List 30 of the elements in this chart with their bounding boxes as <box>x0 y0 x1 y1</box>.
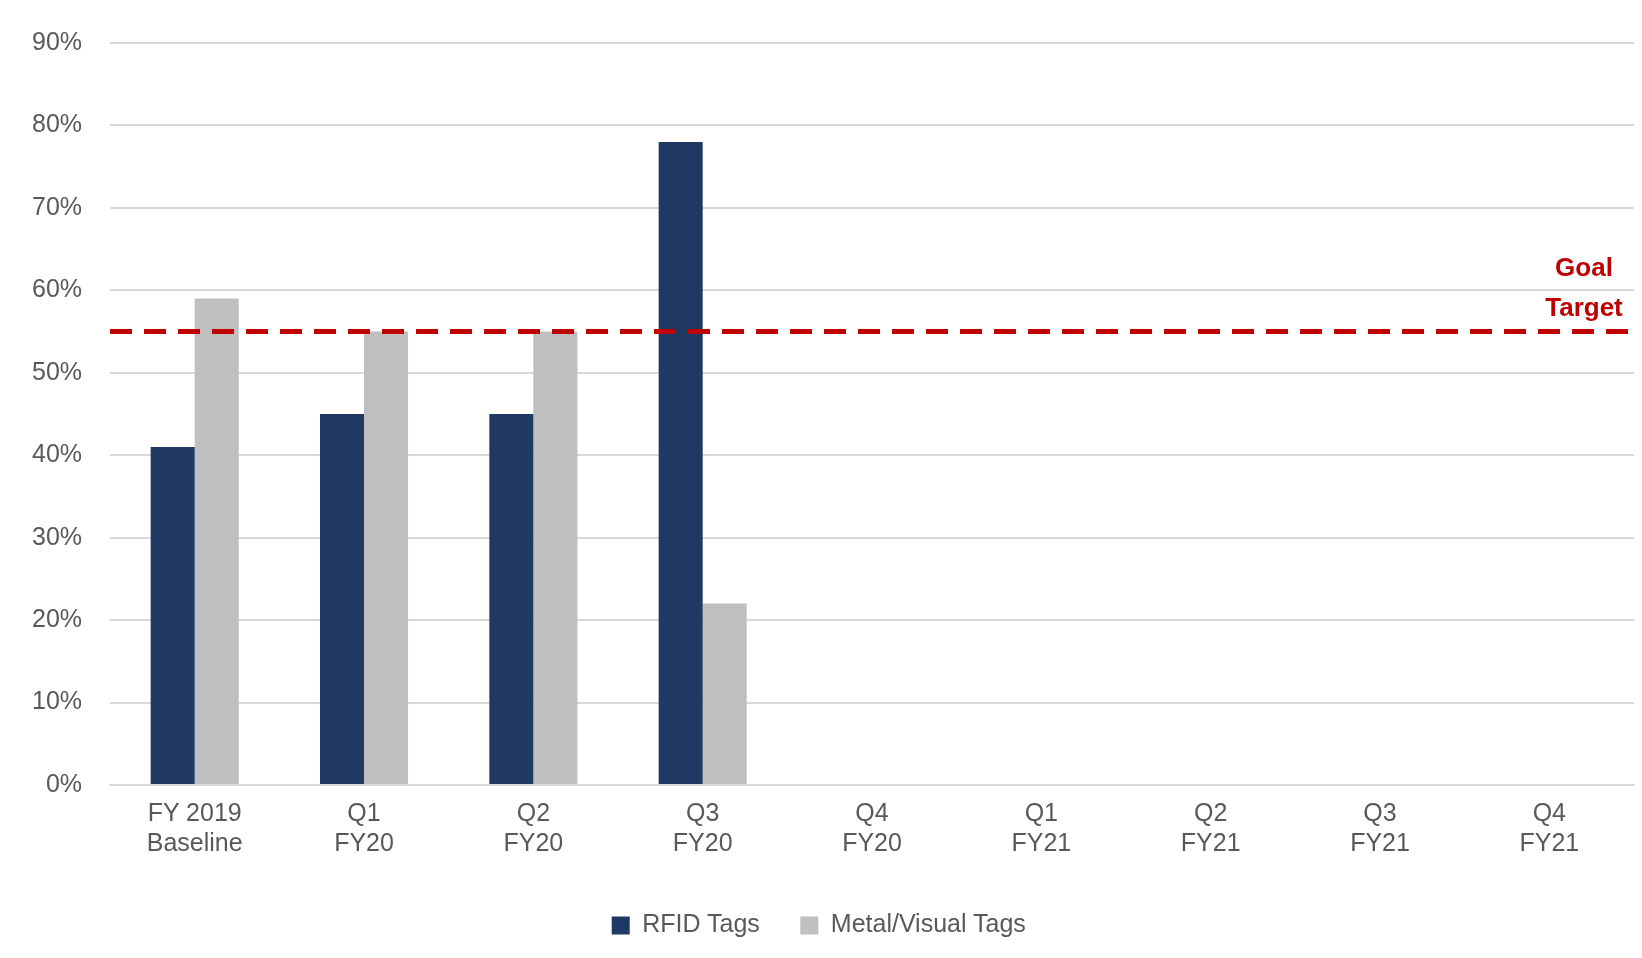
y-tick-label: 50% <box>31 356 83 385</box>
x-tick-label: Q2 FY21 <box>1180 797 1241 856</box>
y-tick-label: 20% <box>31 604 83 632</box>
y-tick-label: 40% <box>31 439 83 468</box>
bar <box>658 141 703 784</box>
ref-line-label: Goal Target <box>1545 251 1624 322</box>
y-tick-label: 10% <box>31 686 83 715</box>
y-tick-label: 60% <box>31 274 83 303</box>
x-tick-label: FY 2019 Baseline <box>146 797 243 856</box>
y-tick-label: 80% <box>31 109 83 138</box>
bar <box>320 414 365 784</box>
bar <box>702 603 747 784</box>
bar <box>533 331 578 784</box>
x-tick-label: Q1 FY21 <box>1011 797 1072 856</box>
y-tick-label: 70% <box>31 191 83 220</box>
legend-label: RFID Tags <box>642 909 760 938</box>
legend-label: Metal/Visual Tags <box>830 909 1026 938</box>
bar <box>194 298 239 784</box>
bar <box>489 414 534 784</box>
y-tick-label: 0% <box>45 768 83 797</box>
x-tick-label: Q4 FY20 <box>842 797 902 856</box>
y-tick-label: 90% <box>31 26 83 55</box>
x-tick-label: Q2 FY20 <box>503 797 564 856</box>
x-tick-label: Q1 FY20 <box>334 797 394 856</box>
x-tick-label: Q4 FY21 <box>1519 797 1580 856</box>
y-tick-label: 30% <box>31 521 83 550</box>
bar <box>364 331 409 784</box>
x-tick-label: Q3 FY20 <box>672 797 733 856</box>
bar <box>150 446 195 784</box>
x-tick-label: Q3 FY21 <box>1350 797 1410 856</box>
